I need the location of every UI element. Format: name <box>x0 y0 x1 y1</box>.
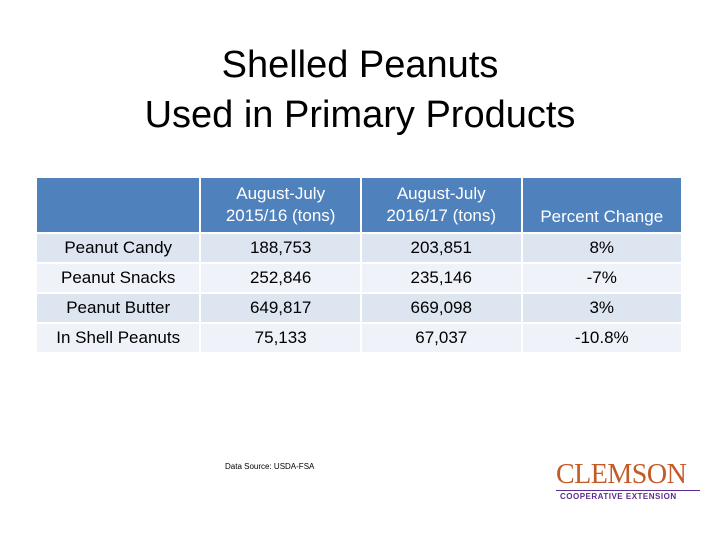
data-source-note: Data Source: USDA-FSA <box>225 462 315 471</box>
value-2015-16: 75,133 <box>201 324 360 352</box>
slide-title-line-2: Used in Primary Products <box>144 94 576 136</box>
value-2015-16: 252,846 <box>201 264 360 292</box>
header-cell-2015-16: August-July 2015/16 (tons) <box>201 178 360 232</box>
clemson-logo: CLEMSON COOPERATIVE EXTENSION <box>556 459 700 502</box>
slide-title: Shelled Peanuts Used in Primary Products <box>0 40 720 140</box>
table-row: In Shell Peanuts 75,133 67,037 -10.8% <box>37 324 681 352</box>
value-2016-17: 203,851 <box>361 234 521 262</box>
percent-change: -10.8% <box>522 324 681 352</box>
logo-subtitle: COOPERATIVE EXTENSION <box>556 490 700 501</box>
table-header-row: August-July 2015/16 (tons) August-July 2… <box>37 178 681 232</box>
header-cell-empty <box>37 178 200 232</box>
header-cell-percent-change: Percent Change <box>522 178 681 232</box>
header-cell-2016-17: August-July 2016/17 (tons) <box>361 178 521 232</box>
table-row: Peanut Snacks 252,846 235,146 -7% <box>37 264 681 292</box>
peanut-usage-table: August-July 2015/16 (tons) August-July 2… <box>35 176 683 354</box>
value-2016-17: 669,098 <box>361 294 521 322</box>
value-2015-16: 649,817 <box>201 294 360 322</box>
row-label: Peanut Candy <box>37 234 200 262</box>
table-row: Peanut Candy 188,753 203,851 8% <box>37 234 681 262</box>
value-2015-16: 188,753 <box>201 234 360 262</box>
row-label: In Shell Peanuts <box>37 324 200 352</box>
value-2016-17: 235,146 <box>361 264 521 292</box>
percent-change: 3% <box>522 294 681 322</box>
logo-wordmark: CLEMSON <box>556 459 687 490</box>
table-row: Peanut Butter 649,817 669,098 3% <box>37 294 681 322</box>
row-label: Peanut Snacks <box>37 264 200 292</box>
percent-change: -7% <box>522 264 681 292</box>
value-2016-17: 67,037 <box>361 324 521 352</box>
percent-change: 8% <box>522 234 681 262</box>
row-label: Peanut Butter <box>37 294 200 322</box>
slide-title-line-1: Shelled Peanuts <box>221 44 499 86</box>
